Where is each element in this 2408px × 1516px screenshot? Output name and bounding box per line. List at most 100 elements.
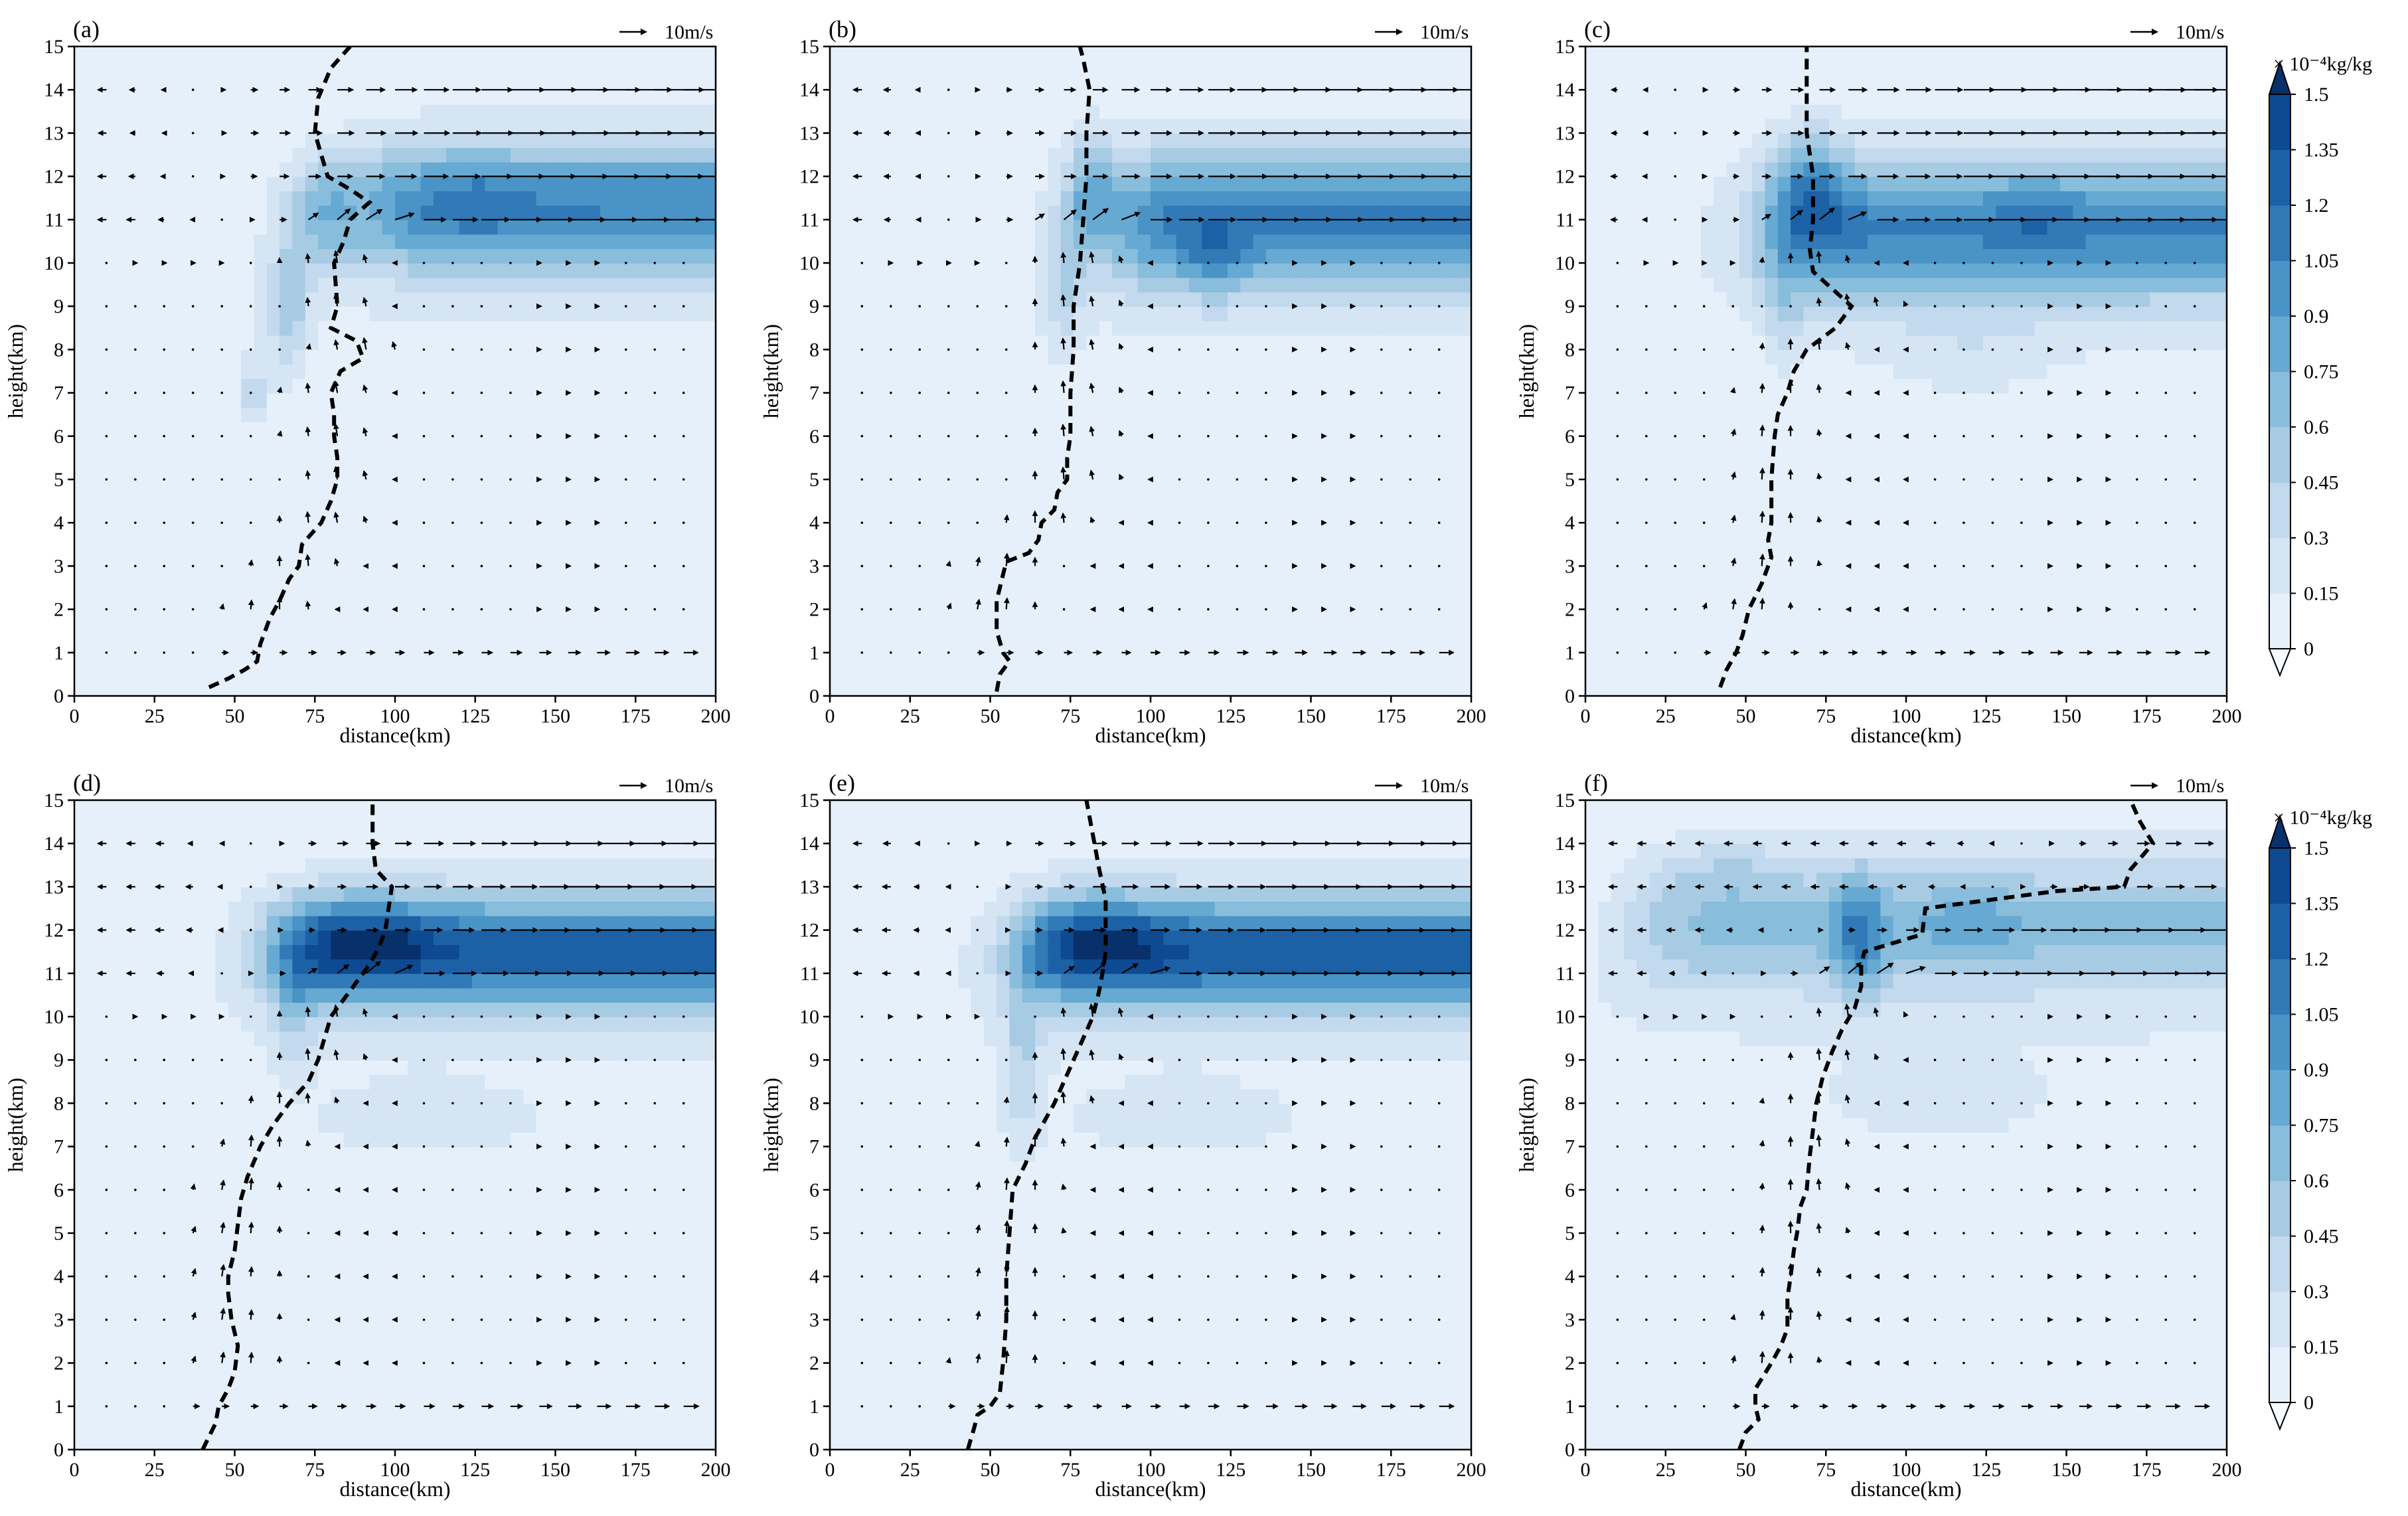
contour-cell: [254, 364, 268, 379]
contour-cell: [1137, 392, 1151, 408]
contour-cell: [446, 248, 460, 264]
contour-cell: [420, 638, 434, 653]
contour-cell: [74, 378, 88, 394]
contour-cell: [1458, 205, 1471, 220]
contour-cell: [177, 378, 191, 394]
contour-cell: [1202, 335, 1216, 351]
contour-cell: [1265, 392, 1279, 408]
contour-cell: [1394, 537, 1408, 552]
contour-cell: [87, 508, 101, 523]
contour-cell: [292, 46, 306, 62]
contour-cell: [920, 493, 933, 509]
contour-cell: [510, 46, 524, 62]
contour-cell: [485, 465, 499, 480]
contour-cell: [446, 580, 460, 596]
contour-cell: [1342, 205, 1356, 220]
contour-cell: [1125, 523, 1139, 538]
contour-cell: [920, 667, 933, 683]
contour-cell: [1445, 191, 1459, 206]
contour-cell: [1317, 392, 1331, 408]
contour-cell: [613, 436, 627, 452]
contour-cell: [971, 133, 985, 148]
contour-cell: [318, 118, 332, 134]
contour-cell: [318, 422, 332, 437]
contour-cell: [305, 147, 319, 163]
contour-cell: [868, 176, 882, 192]
contour-cell: [280, 118, 293, 134]
wind-vector: [134, 478, 137, 481]
contour-cell: [1407, 263, 1421, 278]
contour-cell: [408, 90, 422, 105]
contour-cell: [1445, 104, 1459, 120]
contour-cell: [369, 624, 383, 639]
contour-cell: [177, 133, 191, 148]
contour-cell: [1445, 667, 1459, 683]
contour-cell: [1342, 392, 1356, 408]
contour-cell: [1009, 407, 1023, 422]
contour-cell: [1381, 681, 1395, 696]
contour-cell: [1304, 594, 1318, 610]
contour-cell: [536, 147, 550, 163]
contour-cell: [1304, 75, 1318, 90]
contour-cell: [1009, 320, 1023, 336]
contour-cell: [420, 422, 434, 437]
contour-cell: [420, 277, 434, 293]
contour-cell: [74, 349, 88, 365]
contour-cell: [639, 551, 653, 567]
contour-cell: [625, 465, 639, 480]
contour-cell: [125, 118, 139, 134]
contour-cell: [357, 580, 370, 596]
contour-cell: [510, 118, 524, 134]
wind-vector: [1437, 564, 1441, 568]
contour-cell: [1317, 320, 1331, 336]
wind-vector: [1004, 478, 1008, 481]
contour-cell: [331, 75, 345, 90]
contour-cell: [881, 161, 895, 177]
wind-vector: [625, 564, 627, 568]
contour-cell: [983, 667, 997, 683]
contour-cell: [1304, 248, 1318, 264]
contour-cell: [1356, 75, 1370, 90]
contour-cell: [1356, 594, 1370, 610]
contour-cell: [625, 609, 639, 625]
contour-cell: [1202, 191, 1216, 206]
contour-cell: [485, 364, 499, 379]
contour-cell: [382, 436, 396, 452]
contour-cell: [1188, 60, 1203, 76]
contour-cell: [1227, 537, 1242, 552]
wind-vector: [191, 305, 195, 308]
contour-cell: [1035, 378, 1049, 394]
contour-cell: [1022, 624, 1036, 639]
contour-cell: [343, 508, 357, 523]
contour-cell: [408, 234, 422, 250]
contour-cell: [868, 118, 882, 134]
contour-cell: [702, 306, 716, 321]
contour-cell: [1253, 46, 1267, 62]
contour-cell: [1368, 523, 1382, 538]
contour-cell: [266, 580, 280, 596]
contour-cell: [369, 104, 383, 120]
contour-cell: [1304, 493, 1318, 509]
contour-cell: [1214, 392, 1228, 408]
contour-cell: [562, 493, 576, 509]
contour-cell: [562, 392, 576, 408]
contour-cell: [932, 104, 946, 120]
contour-cell: [151, 465, 165, 480]
contour-cell: [1137, 681, 1151, 696]
contour-cell: [1304, 161, 1318, 177]
contour-cell: [318, 364, 332, 379]
contour-cell: [997, 46, 1010, 62]
contour-cell: [562, 523, 576, 538]
contour-cell: [664, 161, 678, 177]
contour-cell: [1368, 450, 1382, 466]
contour-cell: [292, 176, 306, 192]
contour-cell: [318, 306, 332, 321]
contour-cell: [1394, 652, 1408, 668]
contour-cell: [548, 277, 562, 293]
contour-cell: [343, 609, 357, 625]
wind-vector: [422, 262, 426, 264]
wind-vector: [1089, 382, 1095, 393]
contour-cell: [1253, 609, 1267, 625]
contour-cell: [830, 609, 844, 625]
contour-cell: [600, 191, 614, 206]
